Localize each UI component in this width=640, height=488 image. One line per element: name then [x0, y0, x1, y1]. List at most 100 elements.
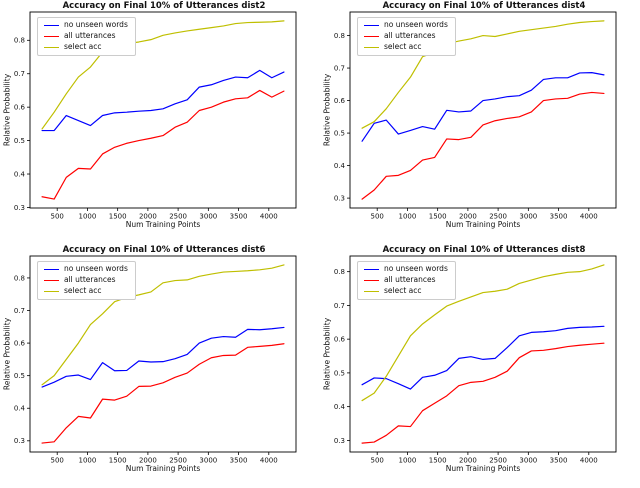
x-tick-label: 2000: [459, 457, 477, 465]
y-tick-label: 0.6: [334, 97, 346, 105]
series-line-no-unseen-words: [361, 325, 605, 390]
legend-label: no unseen words: [384, 20, 448, 29]
y-tick-label: 0.5: [334, 129, 345, 137]
subplot-dist4: Accuracy on Final 10% of Utterances dist…: [320, 0, 640, 244]
legend-line-yellow: [44, 46, 59, 49]
y-tick-label: 0.6: [14, 104, 26, 112]
legend-line-red: [44, 279, 59, 282]
y-tick-label: 0.5: [14, 137, 25, 145]
x-tick-label: 1000: [399, 457, 417, 465]
y-tick-label: 0.6: [334, 336, 346, 344]
legend-label: all utterances: [64, 275, 116, 285]
axes-frame: [29, 11, 297, 209]
legend-entry-all-utterances: all utterances: [364, 31, 448, 41]
x-tick-label: 3500: [230, 457, 248, 465]
x-tick-label: 3500: [230, 213, 248, 221]
x-tick-label: 2500: [169, 457, 187, 465]
y-tick-label: 0.3: [334, 437, 345, 445]
series-line-select-acc: [361, 264, 605, 402]
y-tick-label: 0.3: [14, 204, 25, 212]
legend-line-red: [364, 279, 379, 282]
x-tick-label: 2500: [489, 457, 507, 465]
x-tick-label: 3000: [199, 457, 217, 465]
legend-line-yellow: [44, 290, 59, 293]
x-tick-label: 3000: [199, 213, 217, 221]
x-tick-label: 1500: [109, 213, 127, 221]
y-tick-label: 0.7: [334, 64, 345, 72]
subplot-dist8: Accuracy on Final 10% of Utterances dist…: [320, 244, 640, 488]
legend-label: no unseen words: [384, 264, 448, 273]
x-tick-label: 2500: [169, 213, 187, 221]
series-line-select-acc: [361, 20, 605, 129]
y-tick-label: 0.8: [334, 32, 345, 40]
y-tick-label: 0.7: [14, 307, 25, 315]
legend-entry-no-unseen-words: no unseen words: [44, 264, 128, 274]
legend-line-red: [44, 35, 59, 38]
y-tick-label: 0.8: [14, 274, 25, 282]
x-tick-label: 3000: [519, 213, 537, 221]
x-axis-label: Num Training Points: [125, 220, 201, 229]
x-axis-label: Num Training Points: [125, 464, 201, 473]
axes-frame: [29, 255, 297, 453]
legend-entry-select-acc: select acc: [364, 287, 448, 296]
legend-line-yellow: [364, 46, 379, 49]
legend-line-blue: [364, 24, 379, 27]
x-tick-label: 2000: [459, 213, 477, 221]
x-tick-label: 1000: [79, 457, 97, 465]
x-tick-label: 3500: [550, 457, 568, 465]
legend-label: all utterances: [64, 31, 116, 41]
legend-entry-no-unseen-words: no unseen words: [364, 264, 448, 274]
axes-frame: [349, 11, 617, 209]
x-tick-label: 1000: [399, 213, 417, 221]
y-tick-label: 0.6: [14, 339, 26, 347]
y-tick-label: 0.4: [334, 162, 346, 170]
legend-entry-no-unseen-words: no unseen words: [44, 20, 128, 30]
x-tick-label: 2000: [139, 213, 157, 221]
x-axis-label: Num Training Points: [445, 220, 521, 229]
y-tick-label: 0.8: [334, 268, 345, 276]
plot-area: 500 1000 1500 2000 2500 3000 3500 4000 0.3 0.4 0.5…: [14, 11, 297, 221]
legend-entry-all-utterances: all utterances: [364, 275, 448, 285]
legend-line-yellow: [364, 290, 379, 293]
y-tick-label: 0.4: [14, 405, 26, 413]
x-tick-label: 500: [371, 457, 384, 465]
series-line-all-utterances: [41, 89, 285, 200]
legend: no unseen words all utterances select ac…: [37, 261, 136, 300]
x-tick-label: 4000: [580, 213, 598, 221]
legend-line-blue: [44, 268, 59, 271]
y-tick-label: 0.3: [14, 437, 25, 445]
legend-label: select acc: [384, 42, 422, 52]
x-tick-label: 500: [371, 213, 384, 221]
chart-title: Accuracy on Final 10% of Utterances dist…: [382, 1, 586, 11]
legend: no unseen words all utterances select ac…: [37, 17, 136, 56]
x-tick-label: 500: [51, 213, 64, 221]
y-tick-label: 0.4: [334, 403, 346, 411]
y-tick-label: 0.5: [334, 369, 345, 377]
x-tick-label: 2000: [139, 457, 157, 465]
legend-line-blue: [364, 268, 379, 271]
series-line-no-unseen-words: [41, 69, 285, 132]
x-axis-label: Num Training Points: [445, 464, 521, 473]
legend-entry-select-acc: select acc: [364, 43, 448, 52]
legend-label: select acc: [64, 286, 102, 296]
legend-label: all utterances: [384, 31, 436, 41]
y-tick-label: 0.8: [14, 37, 25, 45]
x-tick-label: 500: [51, 457, 64, 465]
legend-label: no unseen words: [64, 20, 128, 29]
y-tick-label: 0.5: [14, 372, 25, 380]
legend: no unseen words all utterances select ac…: [357, 261, 456, 300]
chart-title: Accuracy on Final 10% of Utterances dist…: [62, 245, 266, 255]
axes-frame: [349, 255, 617, 453]
x-tick-label: 3000: [519, 457, 537, 465]
legend-label: no unseen words: [64, 264, 128, 273]
series-line-select-acc: [41, 264, 285, 386]
legend-label: select acc: [384, 286, 422, 296]
chart-title: Accuracy on Final 10% of Utterances dist…: [382, 245, 586, 255]
x-tick-label: 3500: [550, 213, 568, 221]
legend: no unseen words all utterances select ac…: [357, 17, 456, 56]
y-tick-label: 0.7: [14, 70, 25, 78]
series-line-all-utterances: [361, 342, 605, 444]
subplot-dist2: Accuracy on Final 10% of Utterances dist…: [0, 0, 320, 244]
plot-area: 500 1000 1500 2000 2500 3000 3500 4000 0.3 0.4 0.5…: [14, 255, 297, 465]
plot-area: 500 1000 1500 2000 2500 3000 3500 4000 0.3 0.4 0.5…: [334, 255, 617, 465]
